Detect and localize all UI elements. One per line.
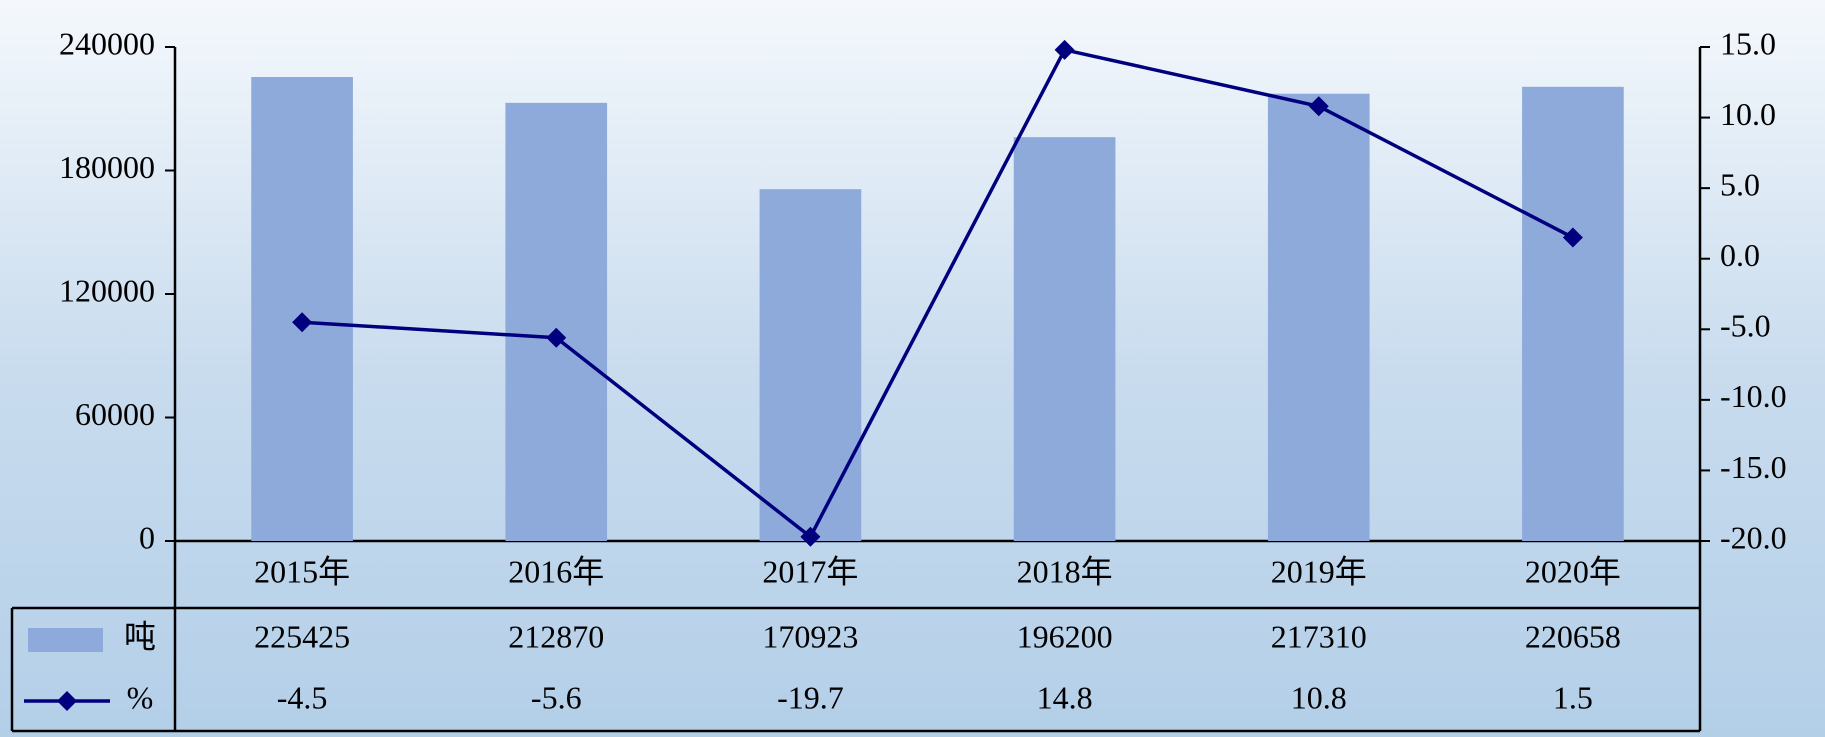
marker bbox=[546, 327, 567, 348]
y2-tick-label: -20.0 bbox=[1720, 519, 1787, 555]
x-tick-label: 2019年 bbox=[1271, 553, 1367, 589]
marker bbox=[1308, 96, 1329, 117]
marker bbox=[800, 526, 821, 547]
y-tick-label: 0 bbox=[139, 519, 155, 555]
y-tick-label: 120000 bbox=[59, 272, 155, 308]
table-value: 10.8 bbox=[1291, 679, 1347, 715]
x-tick-label: 2020年 bbox=[1525, 553, 1621, 589]
marker bbox=[1562, 227, 1583, 248]
table-value: -19.7 bbox=[777, 679, 844, 715]
table-value: 1.5 bbox=[1553, 679, 1593, 715]
table-value: 217310 bbox=[1271, 618, 1367, 654]
table-value: -4.5 bbox=[277, 679, 328, 715]
bar bbox=[251, 77, 353, 541]
bar bbox=[505, 102, 608, 541]
y2-tick-label: -10.0 bbox=[1720, 378, 1787, 414]
y2-tick-label: 10.0 bbox=[1720, 96, 1776, 132]
legend-label: 吨 bbox=[124, 618, 156, 654]
bar bbox=[1522, 86, 1624, 541]
legend-marker bbox=[57, 691, 77, 711]
bar bbox=[1267, 93, 1370, 541]
table-value: 225425 bbox=[254, 618, 350, 654]
table-value: 14.8 bbox=[1037, 679, 1093, 715]
y-tick-label: 180000 bbox=[59, 149, 155, 185]
y-tick-label: 240000 bbox=[59, 25, 155, 61]
line bbox=[301, 47, 1574, 540]
table-value: 196200 bbox=[1017, 618, 1113, 654]
marker bbox=[1054, 39, 1075, 60]
y-tick-label: 60000 bbox=[75, 396, 155, 432]
y2-tick-label: 0.0 bbox=[1720, 237, 1760, 273]
y2-tick-label: 15.0 bbox=[1720, 25, 1776, 61]
x-tick-label: 2016年 bbox=[508, 553, 604, 589]
bar bbox=[759, 189, 862, 542]
table-frame bbox=[10, 47, 1702, 733]
x-tick-label: 2017年 bbox=[762, 553, 858, 589]
table-value: 220658 bbox=[1525, 618, 1621, 654]
table-value: -5.6 bbox=[531, 679, 582, 715]
table-value: 212870 bbox=[508, 618, 604, 654]
x-tick-label: 2015年 bbox=[254, 553, 350, 589]
y2-tick-label: -5.0 bbox=[1720, 308, 1771, 344]
y2-tick-label: -15.0 bbox=[1720, 449, 1787, 485]
legend-label: % bbox=[127, 679, 154, 715]
x-tick-label: 2018年 bbox=[1017, 553, 1113, 589]
y2-tick-label: 5.0 bbox=[1720, 166, 1760, 202]
marker bbox=[292, 312, 313, 333]
bar bbox=[1013, 137, 1116, 541]
table-value: 170923 bbox=[762, 618, 858, 654]
legend-swatch bbox=[28, 628, 103, 652]
